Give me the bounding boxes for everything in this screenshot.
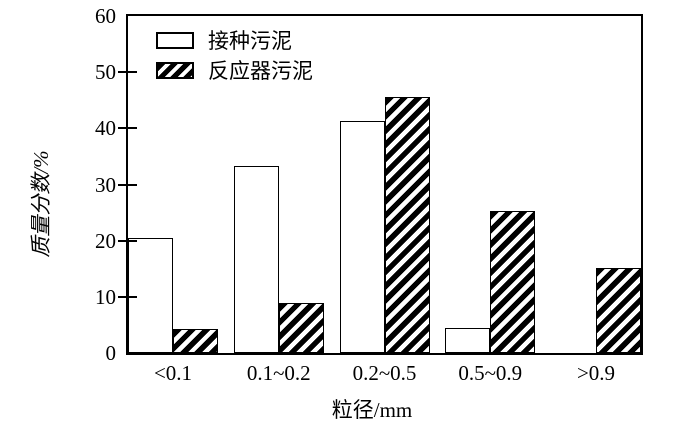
y-tick-label-60: 60	[95, 4, 116, 28]
y-tick-mark-30	[118, 183, 137, 186]
legend-label-reactor-sludge: 反应器污泥	[208, 59, 313, 83]
bar-series1-cat4	[596, 267, 641, 353]
y-tick-mark-20	[118, 239, 137, 242]
legend-item-reactor-sludge: 反应器污泥	[156, 55, 313, 85]
y-tick-label-0: 0	[105, 341, 117, 365]
y-tick-label-10: 10	[95, 284, 116, 309]
bar-series0-cat0	[128, 238, 173, 353]
legend-item-seed-sludge: 接种污泥	[156, 25, 313, 55]
legend: 接种污泥 反应器污泥	[156, 25, 313, 85]
legend-label-seed-sludge: 接种污泥	[208, 29, 292, 53]
x-tick-label-2: 0.2~0.5	[352, 361, 417, 385]
x-tick-label-1: 0.1~0.2	[246, 361, 311, 385]
y-tick-mark-10	[118, 295, 137, 298]
bar-series1-cat2	[384, 97, 430, 353]
x-tick-label-3: 0.5~0.9	[458, 361, 523, 385]
x-tick-label-0: <0.1	[153, 361, 193, 385]
bar-series1-cat3	[490, 211, 536, 353]
bar-series1-cat1	[278, 303, 324, 353]
y-tick-mark-40	[118, 127, 137, 130]
x-tick-label-4: >0.9	[576, 361, 616, 385]
y-tick-label-20: 20	[95, 228, 116, 253]
bar-series0-cat1	[233, 165, 279, 353]
plot-area: 接种污泥 反应器污泥 <0.1 0.1~0.2 0.2~0.5 0.5~0.9 >0.9…	[95, 5, 643, 384]
legend-swatch-hatch	[156, 61, 194, 79]
legend-swatch-plain	[156, 31, 194, 49]
y-tick-mark-50	[118, 71, 137, 74]
y-axis-title: 质量分数/%	[29, 150, 53, 258]
bar-series1-cat0	[173, 329, 218, 353]
bar-series0-cat2	[339, 121, 385, 353]
x-axis-title: 粒径/mm	[331, 398, 413, 422]
bars-layer	[128, 16, 641, 353]
y-tick-label-40: 40	[95, 116, 116, 141]
y-tick-label-30: 30	[95, 172, 116, 197]
y-tick-label-50: 50	[95, 60, 116, 85]
bar-series0-cat3	[445, 327, 491, 353]
